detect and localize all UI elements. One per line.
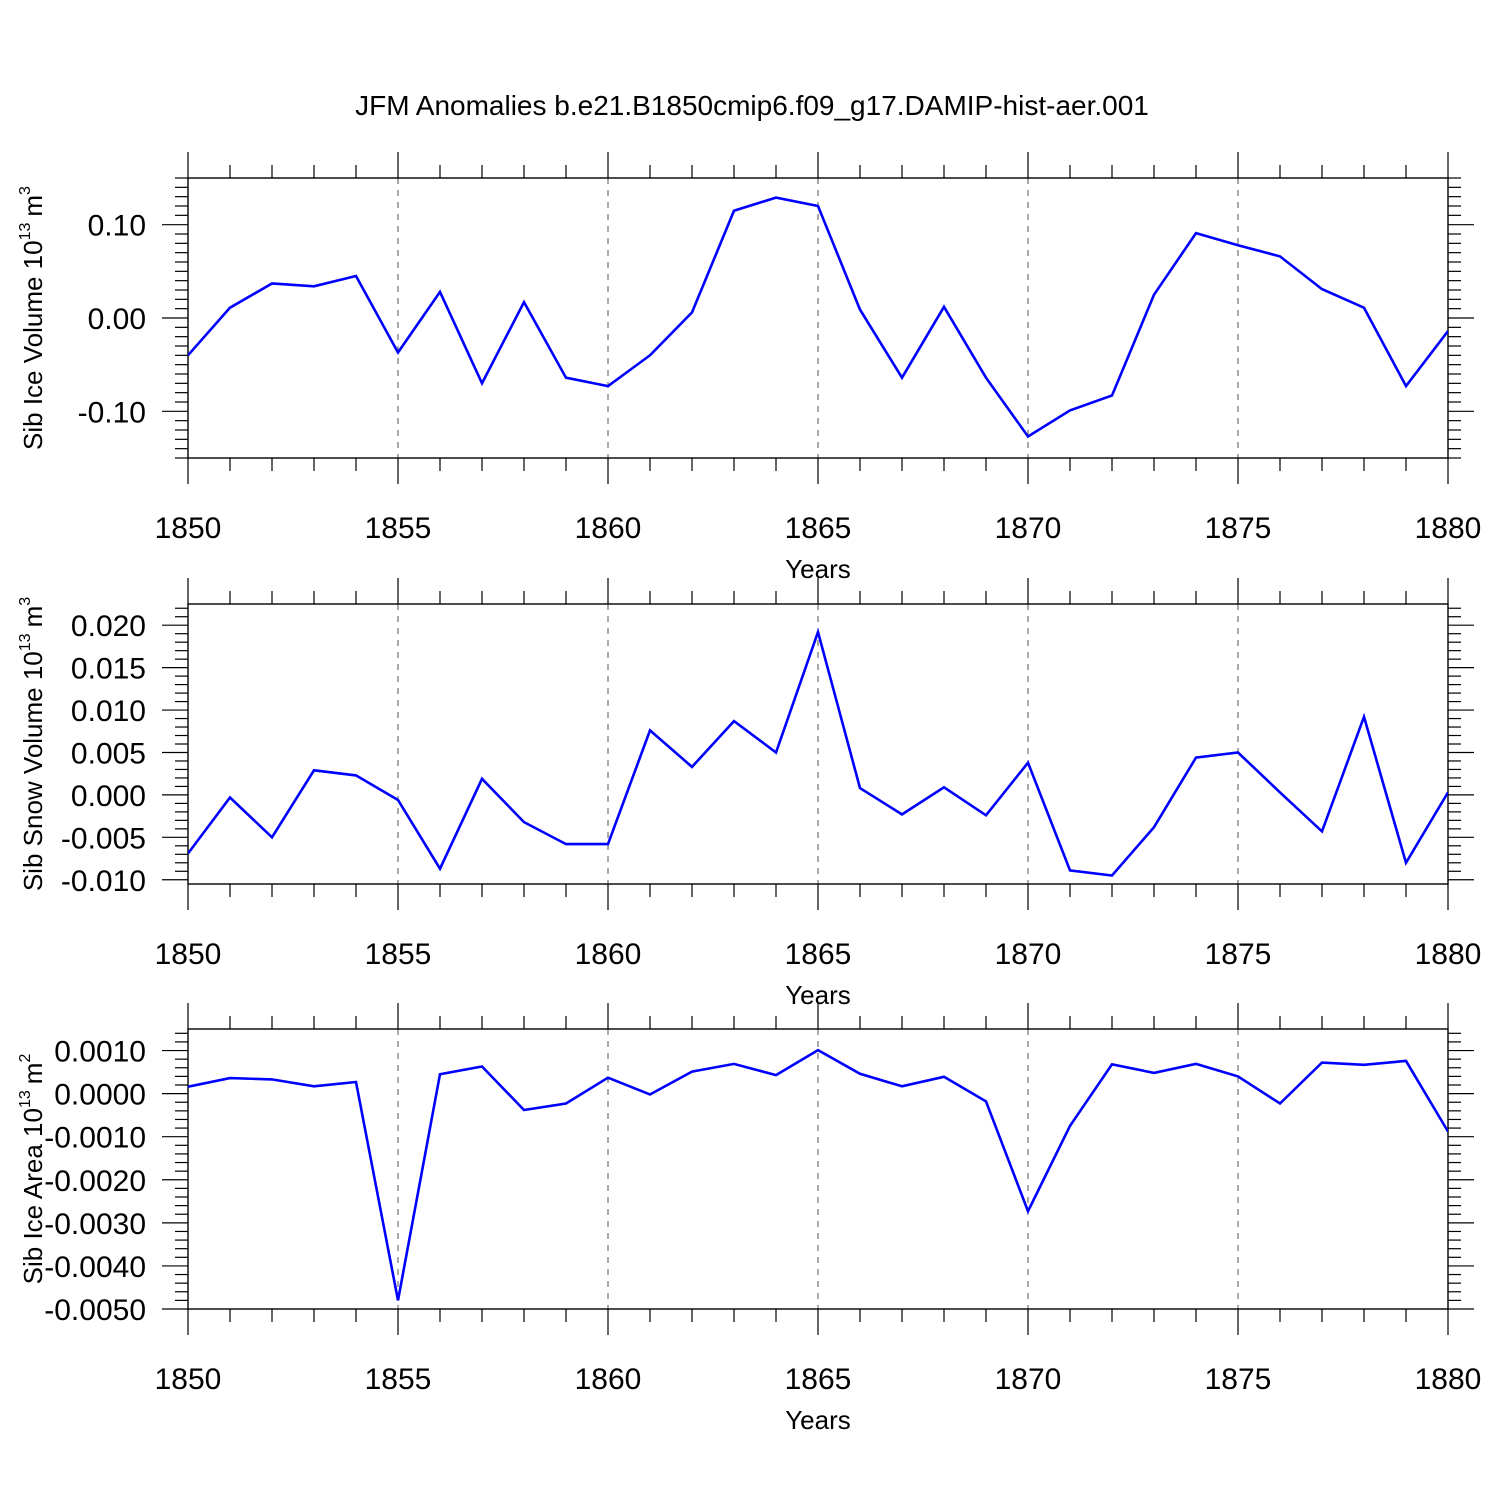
y-axis-label-text: Sib Ice Volume 10 [18, 240, 48, 450]
y-tick-label: -0.010 [61, 865, 146, 898]
x-tick-label-1850: 1850 [155, 938, 222, 971]
x-tick-label-1865: 1865 [785, 938, 852, 971]
y-tick-label: -0.0030 [44, 1208, 146, 1241]
y-tick-label: 0.00 [88, 303, 146, 336]
y-axis-label-unit-exponent: 2 [17, 1054, 34, 1063]
y-axis-label-unit-exponent: 3 [17, 186, 34, 195]
x-tick-label-1875: 1875 [1205, 512, 1272, 545]
y-axis-label-text: Sib Snow Volume 10 [18, 651, 48, 891]
y-axis-label-unit: m [18, 1063, 48, 1085]
y-axis-label: Sib Snow Volume 1013 m3 [17, 597, 48, 891]
y-tick-label: 0.0000 [54, 1079, 146, 1112]
y-axis-label-unit: m [18, 195, 48, 217]
x-tick-label-1850: 1850 [155, 512, 222, 545]
x-tick-label-1870: 1870 [995, 1363, 1062, 1396]
y-tick-label: -0.0040 [44, 1251, 146, 1284]
series-line-1 [188, 1048, 1448, 1301]
y-axis-label-exponent: 13 [17, 633, 34, 651]
x-tick-label-1865: 1865 [785, 1363, 852, 1396]
y-tick-label: -0.0050 [44, 1294, 146, 1327]
y-tick-label: -0.0010 [44, 1122, 146, 1155]
y-tick-label: 0.0010 [54, 1036, 146, 1069]
series-line-1 [188, 196, 1448, 439]
x-tick-label-1860: 1860 [575, 1363, 642, 1396]
x-tick-label-1870: 1870 [995, 938, 1062, 971]
y-axis-label: Sib Ice Area 1013 m2 [17, 1054, 48, 1285]
x-tick-label-1855: 1855 [365, 512, 432, 545]
y-axis-label-unit: m [18, 606, 48, 628]
y-tick-label: 0.020 [71, 610, 146, 643]
y-tick-label: 0.000 [71, 780, 146, 813]
x-axis-label: Years [785, 1405, 851, 1435]
series-line-1 [188, 627, 1448, 877]
x-tick-label-1880: 1880 [1415, 512, 1482, 545]
x-tick-label-1875: 1875 [1205, 938, 1272, 971]
x-tick-label-1880: 1880 [1415, 938, 1482, 971]
x-tick-label-1855: 1855 [365, 938, 432, 971]
x-tick-label-1870: 1870 [995, 512, 1062, 545]
x-tick-label-1850: 1850 [155, 1363, 222, 1396]
x-tick-label-1880: 1880 [1415, 1363, 1482, 1396]
chart-title: JFM Anomalies b.e21.B1850cmip6.f09_g17.D… [355, 90, 1149, 121]
x-tick-label-1855: 1855 [365, 1363, 432, 1396]
y-axis-label-unit-exponent: 3 [17, 597, 34, 606]
y-tick-label: -0.0020 [44, 1165, 146, 1198]
y-tick-label: 0.015 [71, 653, 146, 686]
x-tick-label-1865: 1865 [785, 512, 852, 545]
y-tick-label: -0.005 [61, 822, 146, 855]
y-tick-label: 0.10 [88, 210, 146, 243]
y-axis-label-text: Sib Ice Area 10 [18, 1108, 48, 1284]
y-tick-label: -0.10 [78, 396, 146, 429]
x-tick-label-1875: 1875 [1205, 1363, 1272, 1396]
y-axis-label-exponent: 13 [17, 223, 34, 241]
y-tick-label: 0.005 [71, 737, 146, 770]
x-tick-label-1860: 1860 [575, 512, 642, 545]
panels: 1850 1855 1860 1865 1870 1875 1880 Years 0.10 0.0… [17, 152, 1481, 1435]
x-tick-label-1860: 1860 [575, 938, 642, 971]
y-axis-label-exponent: 13 [17, 1090, 34, 1108]
panel-1: 1850 1855 1860 1865 1870 1875 1880Years0.100.0… [17, 152, 1481, 584]
y-axis-label: Sib Ice Volume 1013 m3 [17, 186, 48, 450]
panel-2: 1850 1855 1860 1865 1870 1875 1880Years0.0200.… [17, 578, 1481, 1010]
y-tick-label: 0.010 [71, 695, 146, 728]
panel-3: 1850 1855 1860 1865 1870 1875 1880 Years 0.0010 0… [17, 1003, 1481, 1435]
